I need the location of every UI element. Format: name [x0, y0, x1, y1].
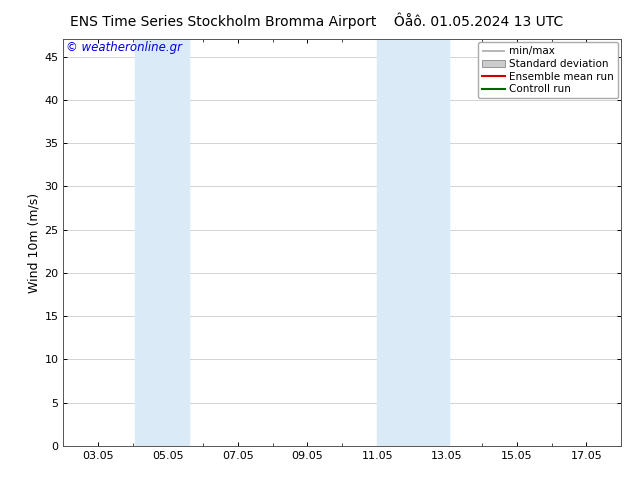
Text: ENS Time Series Stockholm Bromma Airport    Ôåô. 01.05.2024 13 UTC: ENS Time Series Stockholm Bromma Airport…: [70, 12, 564, 29]
Text: © weatheronline.gr: © weatheronline.gr: [66, 41, 182, 54]
Bar: [135, 39, 189, 446]
Y-axis label: Wind 10m (m/s): Wind 10m (m/s): [27, 193, 40, 293]
Legend: min/max, Standard deviation, Ensemble mean run, Controll run: min/max, Standard deviation, Ensemble me…: [478, 42, 618, 98]
Bar: [377, 39, 449, 446]
